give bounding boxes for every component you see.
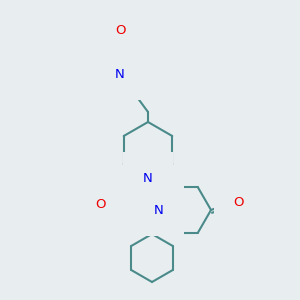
Text: N: N xyxy=(154,203,164,217)
Text: O: O xyxy=(115,23,125,37)
Text: N: N xyxy=(115,68,125,80)
Text: O: O xyxy=(96,197,106,211)
Text: O: O xyxy=(234,196,244,208)
Text: N: N xyxy=(143,172,153,184)
